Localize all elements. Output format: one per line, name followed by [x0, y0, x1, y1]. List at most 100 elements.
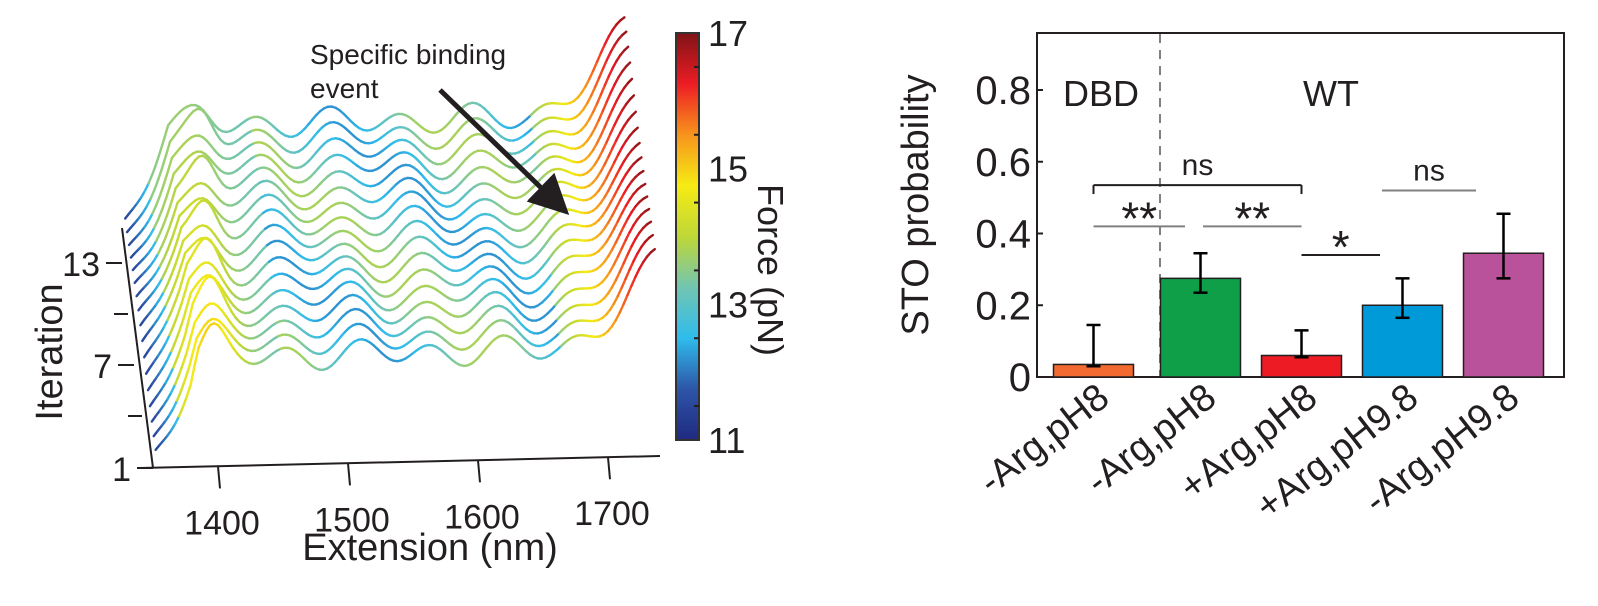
- trace-segment: [612, 294, 619, 305]
- trace-segment: [168, 407, 175, 417]
- colorbar: [675, 32, 700, 441]
- trace-segment: [618, 192, 626, 202]
- trace-segment: [607, 248, 614, 258]
- extension-tick-label: 1600: [444, 498, 520, 536]
- trace-segment: [170, 262, 177, 276]
- trace-segment: [634, 231, 641, 241]
- group-label-dbd: DBD: [1063, 73, 1139, 114]
- trace-segment: [154, 265, 162, 275]
- trace-segment: [644, 207, 651, 213]
- significance-label: ns: [1182, 149, 1214, 182]
- significance-annotations: ns** ***ns: [1092, 149, 1476, 273]
- trace-segment: [172, 356, 179, 369]
- annotation-arrow: [438, 88, 570, 215]
- trace-segment: [179, 290, 187, 306]
- trace-segment: [187, 302, 195, 321]
- trace-segment: [195, 330, 202, 340]
- trace-segment: [160, 304, 167, 314]
- trace-segment: [215, 215, 222, 226]
- trace-segment: [625, 61, 632, 68]
- trace-segment: [620, 277, 627, 289]
- trace-segment: [170, 226, 177, 241]
- trace-segment: [607, 108, 614, 120]
- trace-segment: [211, 207, 218, 218]
- trace-segment: [630, 110, 637, 117]
- extension-ticks: 1400 1500 1600 1700: [184, 457, 650, 542]
- trace-segment: [618, 302, 625, 314]
- trace-segment: [615, 131, 622, 142]
- trace-segment: [168, 286, 175, 299]
- trace-segment: [634, 267, 641, 279]
- trace-segment: [178, 239, 185, 254]
- trace-segment: [607, 28, 614, 38]
- trace-segment: [162, 211, 170, 225]
- trace-segment: [168, 250, 175, 264]
- trace-segment: [626, 77, 634, 85]
- trace-segment: [614, 233, 622, 244]
- bar: [1159, 277, 1242, 378]
- trace-segment: [224, 270, 232, 280]
- trace-segment: [624, 198, 631, 208]
- trace-segment: [166, 237, 173, 251]
- trace-segment: [172, 275, 179, 289]
- trace-segment: [599, 84, 606, 96]
- trace-segment: [613, 76, 620, 86]
- trace-segment: [615, 166, 622, 177]
- y-axis-ticks: 0 0.2 0.4 0.6 0.8: [975, 69, 1043, 400]
- trace-segment: [162, 282, 169, 294]
- trace-segment: [636, 156, 643, 162]
- trace-segment: [177, 362, 185, 376]
- trace-segment: [621, 30, 628, 37]
- trace-segment: [616, 247, 623, 258]
- trace-segment: [160, 235, 168, 248]
- extension-axis: [139, 455, 661, 469]
- trace-segment: [622, 293, 629, 306]
- trace-segment: [628, 260, 635, 272]
- colorbar-label: Force (pN): [750, 184, 791, 356]
- trace-segment: [139, 190, 146, 200]
- trace-segment: [626, 245, 633, 256]
- trace-segment: [151, 203, 158, 215]
- trace-segment: [166, 273, 173, 285]
- trace-segment: [613, 153, 620, 164]
- trace-segment: [632, 126, 639, 133]
- trace-segment: [610, 241, 618, 251]
- trace-segment: [201, 329, 208, 341]
- trace-segment: [645, 220, 653, 226]
- trace-segment: [588, 69, 595, 81]
- trace-segment: [620, 173, 628, 183]
- trace-segment: [141, 205, 148, 215]
- trace-segment: [626, 284, 633, 297]
- trace-segment: [605, 169, 612, 180]
- trace-segment: [611, 207, 618, 217]
- iteration-axis: [121, 227, 154, 469]
- trace-segment: [166, 391, 173, 401]
- trace-segment: [589, 126, 597, 137]
- trace-segment: [613, 187, 620, 197]
- trace-segment: [164, 295, 171, 307]
- trace-segment: [170, 382, 177, 394]
- trace-segment: [601, 176, 608, 186]
- trace-segment: [185, 291, 193, 308]
- trace-segment: [173, 373, 181, 386]
- trace-segment: [595, 170, 602, 180]
- trace-segment: [617, 70, 624, 79]
- extension-tick-label: 1700: [574, 495, 650, 533]
- trace-segment: [179, 334, 187, 349]
- trace-segment: [613, 116, 620, 127]
- colorbar-ticks: 11 13 15 17: [694, 13, 748, 461]
- trace-segment: [619, 124, 626, 134]
- trace-segment: [608, 302, 616, 312]
- significance-label: **: [1234, 192, 1270, 244]
- trace-segment: [630, 275, 637, 288]
- colorbar-tick-label: 17: [708, 13, 748, 54]
- trace-segment: [181, 262, 189, 279]
- trace-segment: [173, 415, 181, 426]
- trace-segment: [172, 238, 179, 253]
- trace-segment: [619, 16, 626, 22]
- trace-segment: [605, 132, 612, 144]
- trace-segment: [164, 260, 171, 273]
- trace-segment: [176, 263, 183, 279]
- trace-segment: [590, 85, 597, 97]
- trace-segment: [203, 111, 211, 121]
